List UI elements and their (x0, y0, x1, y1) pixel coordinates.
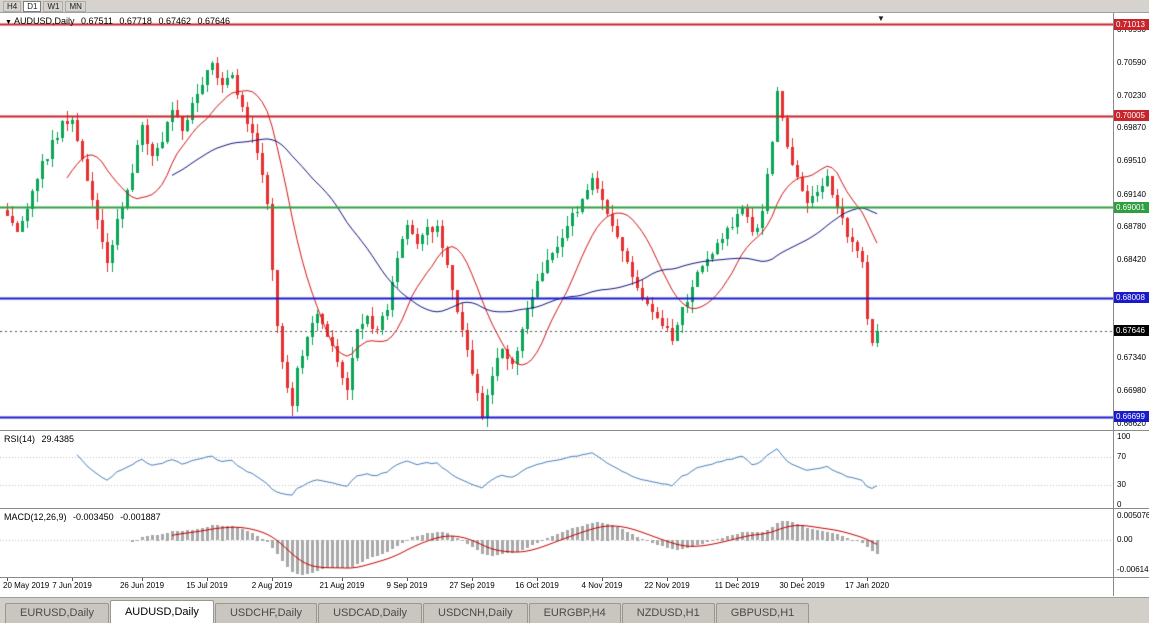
symbol-tab-nzdusd[interactable]: NZDUSD,H1 (621, 603, 715, 623)
time-axis-label: 4 Nov 2019 (581, 581, 623, 590)
time-axis-label: 27 Sep 2019 (449, 581, 495, 590)
price-axis-label: 0.66980 (1117, 386, 1146, 396)
time-axis-tick (802, 578, 803, 581)
time-axis-tick (472, 578, 473, 581)
time-axis-label: 2 Aug 2019 (251, 581, 293, 590)
time-axis-tick (142, 578, 143, 581)
time-axis-label: 7 Jun 2019 (52, 581, 92, 590)
symbol-tab-eurusd[interactable]: EURUSD,Daily (5, 603, 109, 623)
macd-main-value: -0.003450 (73, 512, 114, 522)
time-axis-label: 9 Sep 2019 (386, 581, 428, 590)
price-axis-label: 0.68420 (1117, 255, 1146, 265)
time-axis-label: 21 Aug 2019 (319, 581, 365, 590)
rsi-axis-label: 70 (1117, 452, 1126, 462)
macd-signal-value: -0.001887 (120, 512, 161, 522)
timeframe-button-w1[interactable]: W1 (43, 0, 64, 12)
ohlc-open: 0.67511 (80, 16, 113, 26)
symbol-tab-usdcnh[interactable]: USDCNH,Daily (423, 603, 528, 623)
macd-axis-label: -0.006146 (1117, 565, 1149, 574)
time-axis-tick (7, 578, 8, 581)
chart-symbol-label: AUDUSD,Daily (13, 16, 75, 26)
price-level-badge: 0.70005 (1114, 110, 1149, 122)
time-axis-tick (737, 578, 738, 581)
symbol-dropdown-icon[interactable]: ▼ (5, 19, 12, 26)
time-axis-tick (407, 578, 408, 581)
time-axis-tick (667, 578, 668, 581)
timeframe-button-h4[interactable]: H4 (3, 0, 22, 12)
price-axis-label: 0.66620 (1117, 418, 1146, 428)
price-axis-label: 0.68780 (1117, 222, 1146, 232)
price-axis-label: 0.69140 (1117, 189, 1146, 199)
symbol-tab-audusd[interactable]: AUDUSD,Daily (109, 600, 214, 623)
price-level-badge: 0.69001 (1114, 201, 1149, 213)
price-axis-label: 0.70590 (1117, 57, 1146, 67)
chart-shift-marker-icon[interactable]: ▼ (877, 14, 885, 23)
time-axis-label: 30 Dec 2019 (779, 581, 825, 590)
price-level-badge: 0.66699 (1114, 411, 1149, 423)
price-axis-label: 0.70230 (1117, 90, 1146, 100)
rsi-value: 29.4385 (41, 434, 75, 444)
symbol-tab-bar: EURUSD,Daily AUDUSD,Daily USDCHF,Daily USDC… (0, 597, 1149, 623)
time-axis-tick (207, 578, 208, 581)
time-axis-tick (867, 578, 868, 581)
price-axis-label: 0.67340 (1117, 353, 1146, 363)
time-axis-label: 20 May 2019 (3, 581, 50, 590)
separator-price-rsi[interactable] (0, 430, 1149, 431)
ohlc-high: 0.67718 (119, 16, 152, 26)
macd-axis-label: 0.00 (1117, 535, 1133, 545)
macd-name: MACD(12,26,9) (4, 512, 67, 522)
price-level-badge: 0.71013 (1114, 18, 1149, 30)
time-axis-label: 15 Jul 2019 (186, 581, 228, 590)
price-axis-separator (1113, 13, 1114, 596)
macd-panel-canvas[interactable] (0, 509, 1113, 577)
ohlc-low: 0.67462 (158, 16, 191, 26)
timeframe-button-d1[interactable]: D1 (23, 0, 42, 12)
chart-title: ▼ AUDUSD,Daily 0.67511 0.67718 0.67462 0… (5, 16, 230, 26)
separator-macd-dates (0, 577, 1149, 578)
current-price-badge: 0.67646 (1114, 325, 1149, 337)
price-chart-canvas[interactable] (0, 13, 1113, 430)
time-axis-tick (537, 578, 538, 581)
timeframe-toolbar: H4 D1 W1 MN (0, 0, 1149, 13)
symbol-tab-usdcad[interactable]: USDCAD,Daily (318, 603, 423, 623)
rsi-axis-label: 0 (1117, 500, 1122, 509)
time-axis-label: 17 Jan 2020 (844, 581, 890, 590)
price-level-badge: 0.68008 (1114, 292, 1149, 304)
time-axis-tick (602, 578, 603, 581)
price-axis-label: 0.69870 (1117, 123, 1146, 133)
symbol-tab-usdchf[interactable]: USDCHF,Daily (214, 603, 318, 623)
time-axis-label: 26 Jun 2019 (119, 581, 165, 590)
macd-axis-label: 0.005076 (1117, 511, 1149, 520)
symbol-tab-eurgbp[interactable]: EURGBP,H4 (528, 603, 621, 623)
time-axis-label: 11 Dec 2019 (714, 581, 760, 590)
macd-indicator-label: MACD(12,26,9) -0.003450 -0.001887 (4, 512, 161, 522)
price-axis-label: 0.69510 (1117, 156, 1146, 166)
timeframe-button-mn[interactable]: MN (65, 0, 86, 12)
symbol-tab-gbpusd[interactable]: GBPUSD,H1 (715, 603, 810, 623)
rsi-axis-label: 30 (1117, 479, 1126, 489)
rsi-indicator-label: RSI(14) 29.4385 (4, 434, 74, 444)
rsi-name: RSI(14) (4, 434, 36, 444)
rsi-axis-label: 100 (1117, 432, 1131, 441)
time-axis-tick (72, 578, 73, 581)
time-axis-tick (272, 578, 273, 581)
rsi-panel-canvas[interactable] (0, 431, 1113, 508)
time-axis-label: 22 Nov 2019 (644, 581, 690, 590)
time-axis-tick (342, 578, 343, 581)
ohlc-close: 0.67646 (197, 16, 231, 26)
separator-rsi-macd[interactable] (0, 508, 1149, 509)
time-axis-label: 16 Oct 2019 (515, 581, 559, 590)
